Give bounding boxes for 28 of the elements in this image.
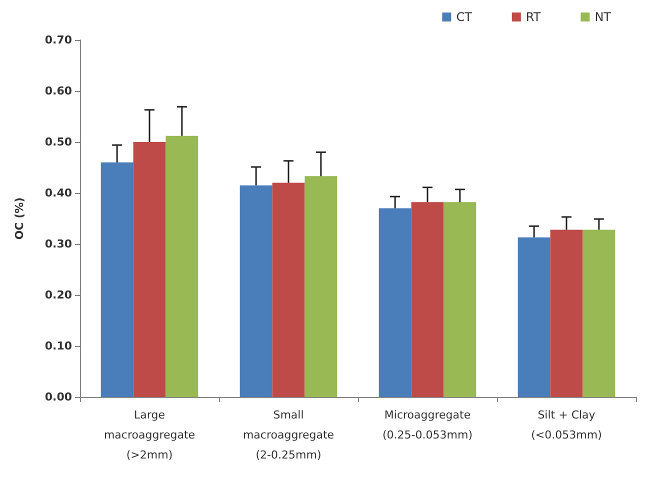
bar xyxy=(304,176,338,397)
bar xyxy=(378,208,412,397)
y-tick-label: 0.30 xyxy=(44,238,72,250)
x-tick-label: Silt + Clay (<0.053mm) xyxy=(531,408,602,442)
legend-label: CT xyxy=(456,10,473,24)
legend-label: NT xyxy=(594,10,612,24)
bar xyxy=(133,142,166,397)
bar xyxy=(240,185,272,397)
y-tick-label: 0.00 xyxy=(44,390,72,404)
y-tick-label: 0.10 xyxy=(44,340,72,352)
y-tick-label: 0.70 xyxy=(44,34,72,46)
x-tick-label: Small macroaggregate (2-0.25mm) xyxy=(242,408,334,462)
bar xyxy=(444,202,476,397)
x-tick-label: Microaggregate (0.25-0.053mm) xyxy=(382,408,472,442)
bar xyxy=(272,182,305,397)
y-axis-title: OC (%) xyxy=(13,197,26,240)
legend-label: RT xyxy=(526,10,542,24)
y-tick-label: 0.20 xyxy=(44,288,72,302)
bar xyxy=(411,202,444,397)
y-tick-label: 0.50 xyxy=(44,136,72,148)
bar xyxy=(100,162,134,397)
bar xyxy=(550,230,583,397)
bar xyxy=(582,230,616,397)
x-tick-label: Large macroaggregate (>2mm) xyxy=(104,408,196,462)
y-tick-label: 0.40 xyxy=(44,186,72,200)
y-tick-label: 0.60 xyxy=(44,84,72,98)
bar xyxy=(518,237,550,397)
bar xyxy=(166,136,198,397)
